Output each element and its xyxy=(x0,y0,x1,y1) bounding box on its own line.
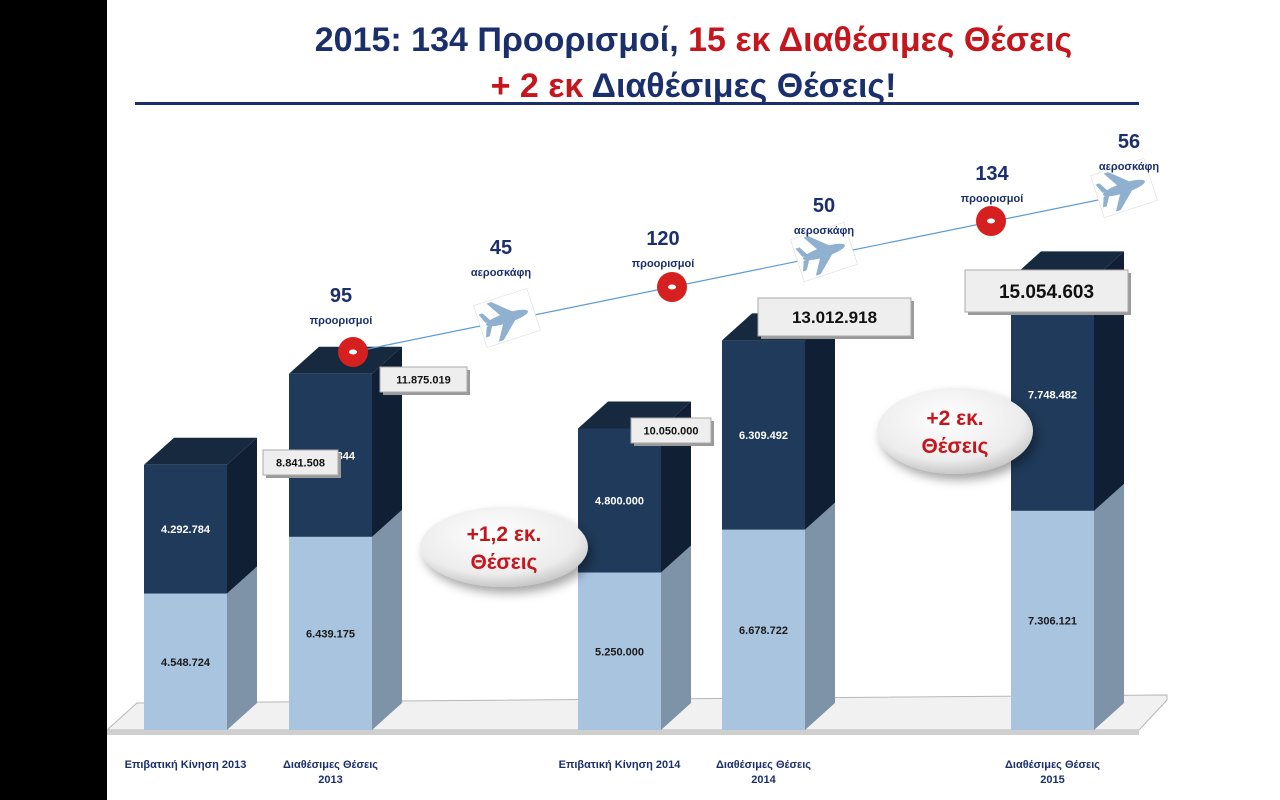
callout-line-1: +2 εκ. xyxy=(926,407,983,430)
total-label: 15.054.603 xyxy=(999,282,1094,303)
airplane-icon xyxy=(473,288,541,348)
bar-lower-side xyxy=(227,566,257,730)
airplane-wing xyxy=(498,316,518,342)
airplane-tail xyxy=(802,258,810,272)
milestone-value: 56 xyxy=(1118,131,1140,153)
bar-upper-label: 4.800.000 xyxy=(595,496,644,508)
bar-lower-label: 6.678.722 xyxy=(739,625,788,637)
total-box xyxy=(379,366,468,393)
destination-marker-center xyxy=(987,218,995,224)
airplane-icon xyxy=(1090,158,1158,218)
airplane-wing xyxy=(815,250,835,276)
chart: 4.548.724 4.292.784 Επιβατική Κίνηση 2013 6… xyxy=(107,131,1168,786)
title-line-1: 2015: 134 Προορισμοί, 15 εκ Διαθέσιμες Θ… xyxy=(107,20,1280,60)
destination-marker-center xyxy=(349,349,357,355)
title-line-2-part-a: + 2 εκ xyxy=(490,67,584,105)
bar-lower-side xyxy=(805,502,835,730)
bar-lower-label: 4.548.724 xyxy=(161,657,211,669)
airplane-fuselage xyxy=(803,243,845,261)
bar-lower-segment xyxy=(1011,510,1094,730)
title-line-1-part-b: 15 εκ Διαθέσιμες Θέσεις xyxy=(688,21,1073,59)
milestone-label: προορισμοί xyxy=(961,193,1024,205)
category-label: 2015 xyxy=(1040,774,1064,786)
airplane-tail xyxy=(478,313,492,323)
bar-upper-segment xyxy=(1011,278,1094,511)
bar-lower-label: 6.439.175 xyxy=(306,628,355,640)
bar-upper-segment xyxy=(722,340,805,530)
airplane-wing xyxy=(803,236,833,252)
bar-lower-label: 7.306.121 xyxy=(1028,615,1077,627)
category-label: Διαθέσιμες Θέσεις xyxy=(283,759,378,771)
airplane-icon xyxy=(790,222,858,282)
bar-upper-segment xyxy=(144,464,227,594)
total-label: 10.050.000 xyxy=(643,425,698,437)
milestone-label: προορισμοί xyxy=(632,258,695,270)
milestone-value: 50 xyxy=(813,195,835,217)
total-box xyxy=(964,269,1129,313)
bar-upper-side xyxy=(227,437,257,594)
callout-pill xyxy=(877,388,1033,474)
milestone-label: αεροσκάφη xyxy=(794,225,854,237)
airplane-fuselage xyxy=(1103,179,1145,197)
milestone-label: προορισμοί xyxy=(310,315,373,327)
title-rule xyxy=(135,102,1139,105)
category-label: Επιβατική Κίνηση 2013 xyxy=(125,759,247,771)
total-box xyxy=(630,417,712,444)
callout-line-2: Θέσεις xyxy=(471,551,538,574)
bar-lower-side xyxy=(372,509,402,730)
category-label: 2014 xyxy=(751,774,776,786)
total-label: 8.841.508 xyxy=(276,457,325,469)
airplane-wing xyxy=(486,302,516,318)
bar-top-face xyxy=(144,437,257,465)
bar-upper-label: 7.748.482 xyxy=(1028,390,1077,402)
slide: 2015: 134 Προορισμοί, 15 εκ Διαθέσιμες Θ… xyxy=(107,0,1280,800)
bar-upper-label: 4.292.784 xyxy=(161,524,211,536)
destination-marker-center xyxy=(668,284,676,290)
callout-line-1: +1,2 εκ. xyxy=(467,523,542,546)
bar-lower-label: 5.250.000 xyxy=(595,646,644,658)
category-label: Διαθέσιμες Θέσεις xyxy=(716,759,811,771)
bar-lower-side xyxy=(661,545,691,730)
category-label: Διαθέσιμες Θέσεις xyxy=(1005,759,1100,771)
bar-upper-side xyxy=(1094,251,1124,511)
bar-upper-segment xyxy=(578,428,661,573)
milestone-value: 120 xyxy=(646,228,679,250)
title-line-1-part-a: 2015: 134 Προορισμοί, xyxy=(314,21,679,59)
title-line-2: + 2 εκ Διαθέσιμες Θέσεις! xyxy=(107,66,1280,106)
title-line-2-part-b: Διαθέσιμες Θέσεις! xyxy=(591,67,897,105)
bar-lower-segment xyxy=(289,536,372,730)
airplane-wing xyxy=(1103,172,1133,188)
bar-lower-segment xyxy=(722,529,805,730)
airplane-fuselage xyxy=(486,309,528,327)
milestone-value: 134 xyxy=(975,163,1009,185)
bar-upper-side xyxy=(805,313,835,530)
category-label: 2013 xyxy=(318,774,342,786)
category-label: Επιβατική Κίνηση 2014 xyxy=(559,759,682,771)
callout-pill xyxy=(420,507,588,587)
milestone-label: αεροσκάφη xyxy=(1099,161,1159,173)
total-label: 11.875.019 xyxy=(396,374,450,386)
airplane-tail xyxy=(795,247,809,257)
total-box xyxy=(757,297,912,337)
airplane-wing xyxy=(1115,186,1135,212)
bar-lower-side xyxy=(1094,483,1124,730)
milestone-value: 95 xyxy=(330,285,352,307)
chart-floor-edge xyxy=(107,730,1139,735)
airplane-tail xyxy=(1102,194,1110,208)
airplane-tail xyxy=(485,324,493,338)
bar-lower-segment xyxy=(144,593,227,730)
callout-line-2: Θέσεις xyxy=(922,435,989,458)
total-box xyxy=(262,449,339,476)
airplane-tail xyxy=(1095,183,1109,193)
bar-lower-segment xyxy=(578,572,661,730)
milestone-value: 45 xyxy=(490,237,512,259)
bar-upper-label: 6.309.492 xyxy=(739,430,788,442)
total-label: 13.012.918 xyxy=(792,308,877,327)
milestone-label: αεροσκάφη xyxy=(471,267,531,279)
